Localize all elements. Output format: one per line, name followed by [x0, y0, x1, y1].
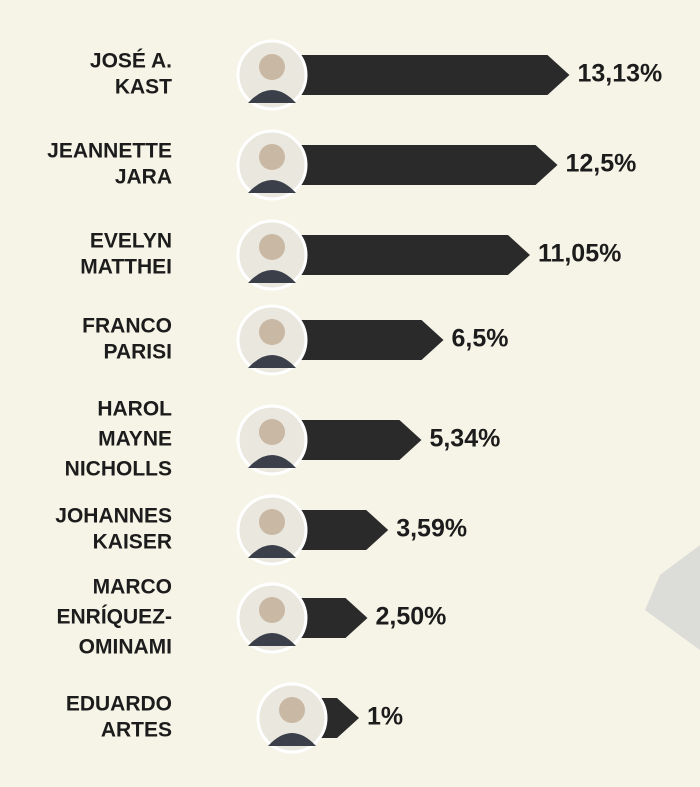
candidate-name: KAST [115, 76, 172, 99]
candidate-name: MARCO [93, 576, 172, 599]
avatar-body [248, 270, 296, 283]
candidate-name: EDUARDO [66, 693, 172, 716]
candidate-name: ENRÍQUEZ- [57, 606, 173, 629]
avatar-body [248, 355, 296, 368]
bar [290, 55, 570, 95]
avatar-body [248, 180, 296, 193]
avatar-head [259, 509, 285, 535]
candidate-name: ARTES [101, 719, 172, 742]
avatar-body [248, 545, 296, 558]
avatar-body [248, 455, 296, 468]
avatar-head [279, 697, 305, 723]
value-label: 3,59% [396, 515, 467, 543]
bar [290, 598, 368, 638]
bar [290, 145, 558, 185]
value-label: 1% [367, 703, 403, 731]
candidate-name: HAROL [97, 398, 172, 421]
avatar-head [259, 234, 285, 260]
candidate-name: OMINAMI [79, 636, 172, 659]
bar [290, 320, 444, 360]
candidate-name: PARISI [104, 341, 172, 364]
value-label: 5,34% [429, 425, 500, 453]
candidate-name: NICHOLLS [65, 458, 172, 481]
value-label: 11,05% [538, 240, 621, 268]
candidate-name: JOHANNES [55, 505, 172, 528]
value-label: 6,5% [452, 325, 509, 353]
bar [290, 420, 422, 460]
bar [290, 235, 530, 275]
avatar-head [259, 597, 285, 623]
value-label: 12,5% [566, 150, 637, 178]
candidate-name: JEANNETTE [47, 140, 172, 163]
avatar-head [259, 54, 285, 80]
bar [290, 510, 389, 550]
avatar-head [259, 319, 285, 345]
candidate-name: MAYNE [98, 428, 172, 451]
candidate-name: MATTHEI [80, 256, 172, 279]
candidate-name: EVELYN [90, 230, 172, 253]
candidate-name: FRANCO [82, 315, 172, 338]
avatar-head [259, 419, 285, 445]
decoration [645, 545, 700, 650]
value-label: 2,50% [376, 603, 447, 631]
avatar-body [248, 633, 296, 646]
candidate-name: JOSÉ A. [90, 50, 172, 73]
candidate-name: KAISER [93, 531, 172, 554]
avatar-body [248, 90, 296, 103]
avatar-body [268, 733, 316, 746]
value-label: 13,13% [577, 60, 662, 88]
avatar-head [259, 144, 285, 170]
candidate-name: JARA [115, 166, 172, 189]
